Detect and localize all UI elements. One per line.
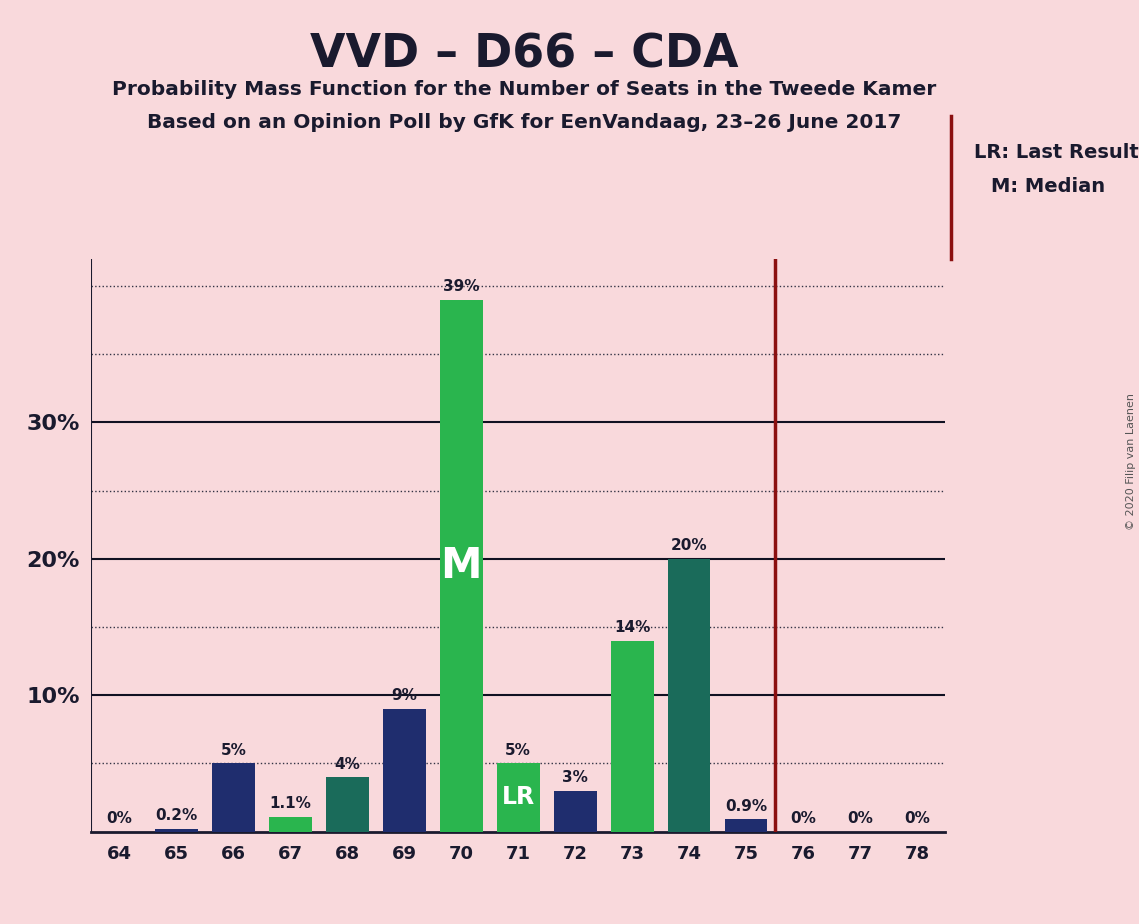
Text: © 2020 Filip van Laenen: © 2020 Filip van Laenen [1126, 394, 1136, 530]
Text: 1.1%: 1.1% [270, 796, 311, 811]
Bar [383, 709, 426, 832]
Text: 4%: 4% [335, 757, 360, 772]
Text: 0.2%: 0.2% [155, 808, 198, 823]
Text: M: M [441, 544, 482, 587]
Bar [724, 820, 768, 832]
Text: M: Median: M: Median [991, 177, 1105, 197]
Bar [554, 791, 597, 832]
Bar [440, 299, 483, 832]
Text: 9%: 9% [392, 688, 417, 703]
Bar [326, 777, 369, 832]
Bar [667, 559, 711, 832]
Bar [212, 763, 255, 832]
Text: 20%: 20% [671, 539, 707, 553]
Text: LR: Last Result: LR: Last Result [974, 143, 1139, 163]
Text: LR: LR [501, 785, 535, 809]
Text: 0%: 0% [904, 811, 929, 826]
Bar [611, 640, 654, 832]
Text: 0.9%: 0.9% [726, 799, 767, 814]
Text: Probability Mass Function for the Number of Seats in the Tweede Kamer: Probability Mass Function for the Number… [112, 80, 936, 100]
Bar [269, 817, 312, 832]
Text: 39%: 39% [443, 279, 480, 294]
Text: 3%: 3% [563, 771, 588, 785]
Text: 0%: 0% [790, 811, 816, 826]
Text: 5%: 5% [506, 743, 531, 758]
Text: Based on an Opinion Poll by GfK for EenVandaag, 23–26 June 2017: Based on an Opinion Poll by GfK for EenV… [147, 113, 901, 132]
Text: 14%: 14% [614, 620, 650, 635]
Text: VVD – D66 – CDA: VVD – D66 – CDA [310, 32, 738, 78]
Bar [497, 763, 540, 832]
Text: 5%: 5% [221, 743, 246, 758]
Bar [155, 829, 198, 832]
Text: 0%: 0% [107, 811, 132, 826]
Text: 0%: 0% [847, 811, 872, 826]
